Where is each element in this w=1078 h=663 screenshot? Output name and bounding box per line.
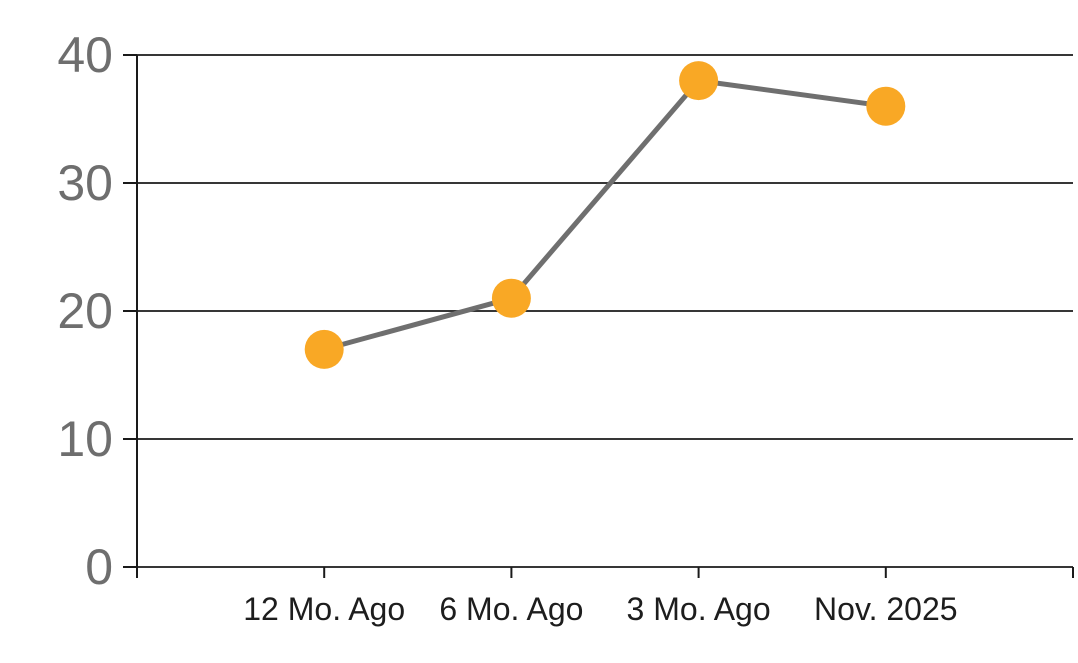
x-tick-label: 6 Mo. Ago (439, 591, 583, 627)
y-tick-label: 10 (57, 411, 113, 467)
y-tick-label: 20 (57, 283, 113, 339)
y-tick-label: 30 (57, 155, 113, 211)
x-tick-label: 3 Mo. Ago (627, 591, 771, 627)
y-tick-label: 40 (57, 27, 113, 83)
y-tick-label: 0 (85, 539, 113, 595)
x-tick-label: Nov. 2025 (814, 591, 958, 627)
series-line (321, 78, 889, 352)
x-tick-label: 12 Mo. Ago (243, 591, 405, 627)
data-point-marker (679, 61, 719, 101)
data-point-marker (491, 278, 531, 318)
data-point-marker (866, 86, 906, 126)
data-point-marker (304, 329, 344, 369)
